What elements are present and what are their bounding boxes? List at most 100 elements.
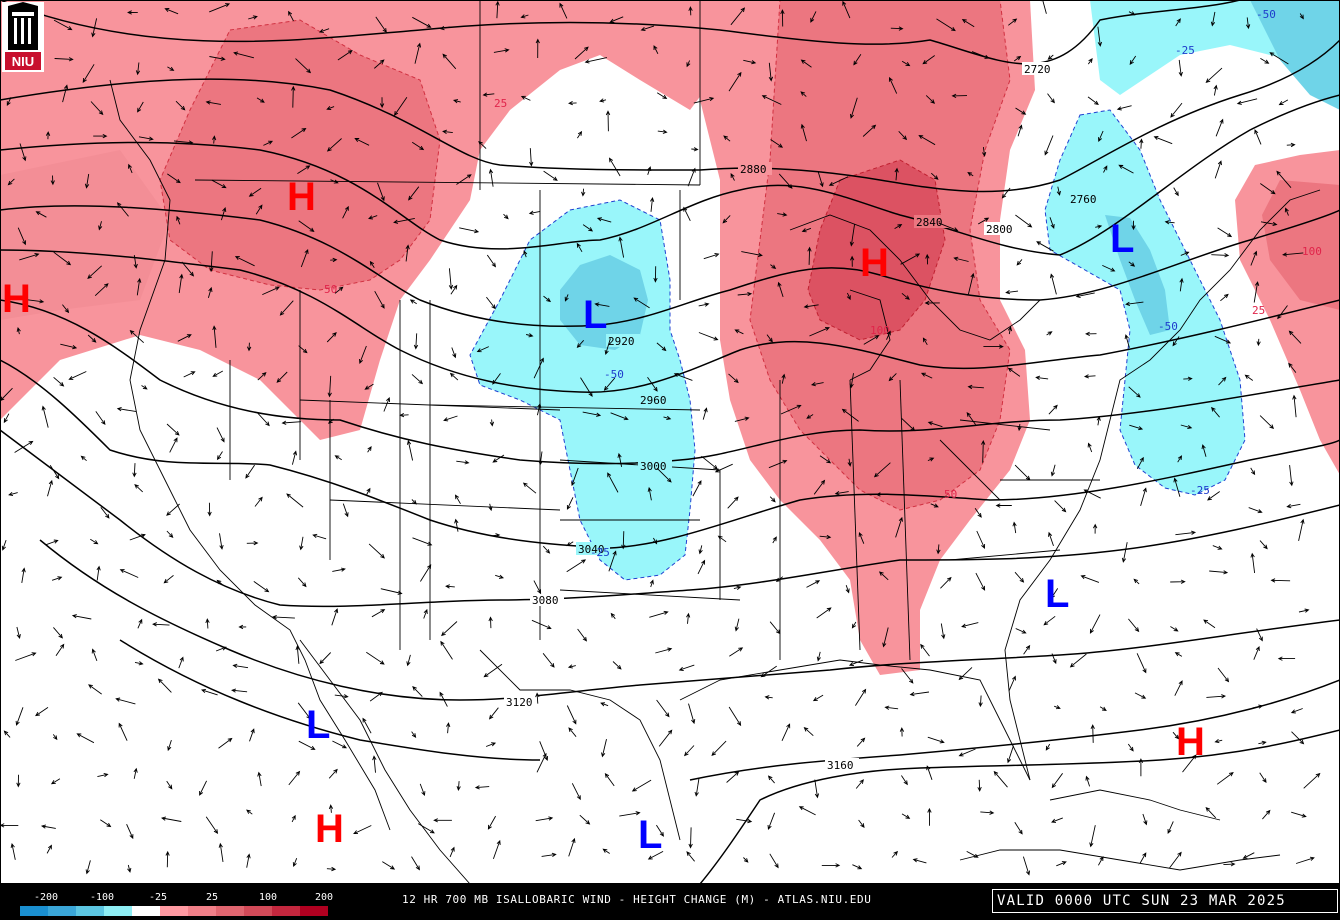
- wind-arrow: [1242, 852, 1255, 859]
- wind-arrow: [1260, 221, 1278, 227]
- wind-arrow: [297, 702, 311, 720]
- contour-label-3000: 3000: [640, 460, 667, 473]
- wind-arrow: [538, 451, 543, 466]
- high-marker: H: [860, 241, 889, 285]
- wind-arrow: [53, 19, 73, 31]
- wind-arrow: [295, 645, 300, 664]
- change-label-neg: -50: [1256, 8, 1276, 21]
- wind-arrow: [978, 695, 983, 708]
- wind-arrow: [166, 530, 174, 538]
- wind-arrow: [411, 856, 420, 871]
- wind-arrow: [1269, 52, 1289, 65]
- wind-arrow: [728, 71, 742, 92]
- wind-arrow: [1014, 464, 1031, 481]
- wind-arrow: [1103, 165, 1108, 173]
- wind-arrow: [495, 574, 505, 579]
- wind-arrow: [1214, 160, 1222, 179]
- wind-arrow: [1085, 331, 1097, 337]
- wind-arrow: [1035, 375, 1049, 380]
- wind-arrow: [456, 781, 461, 791]
- wind-arrow: [683, 745, 695, 757]
- wind-arrow: [890, 26, 904, 31]
- wind-arrow: [291, 127, 307, 139]
- wind-arrow: [291, 814, 296, 823]
- wind-arrow: [1022, 856, 1031, 876]
- wind-arrow: [297, 165, 311, 174]
- wind-arrow: [599, 98, 607, 103]
- change-label-pos: 50: [944, 488, 957, 501]
- wind-arrow: [167, 739, 172, 752]
- wind-arrow: [487, 815, 496, 830]
- wind-arrow: [368, 215, 378, 220]
- wind-arrow: [1173, 187, 1179, 197]
- wind-arrow: [898, 130, 908, 141]
- wind-arrow: [1015, 214, 1033, 228]
- wind-arrow: [1047, 54, 1054, 60]
- wind-arrow: [276, 371, 288, 383]
- wind-arrow: [337, 50, 353, 61]
- wind-arrow: [983, 344, 1004, 349]
- wind-arrow: [727, 496, 739, 509]
- wind-arrow: [1259, 772, 1267, 784]
- wind-arrow: [439, 25, 451, 31]
- wind-arrow: [1175, 530, 1197, 536]
- wind-arrow: [568, 101, 577, 106]
- wind-arrow: [486, 254, 497, 268]
- wind-arrow: [383, 397, 391, 412]
- wind-arrow: [178, 273, 184, 294]
- wind-arrow: [800, 123, 807, 142]
- wind-arrow: [1223, 862, 1236, 867]
- wind-arrow: [936, 18, 956, 32]
- wind-arrow: [399, 413, 409, 418]
- wind-arrow: [205, 618, 210, 629]
- wind-arrow: [76, 733, 95, 744]
- wind-arrow: [1125, 301, 1144, 307]
- wind-arrow: [91, 18, 98, 38]
- wind-arrow: [741, 251, 763, 258]
- wind-arrow: [443, 415, 458, 422]
- wind-arrow: [3, 413, 10, 424]
- wind-arrow: [531, 619, 552, 630]
- wind-arrow: [408, 186, 420, 201]
- wind-arrow: [726, 771, 740, 783]
- wind-arrow: [953, 256, 969, 262]
- wind-arrow: [412, 537, 433, 546]
- wind-arrow: [406, 654, 411, 667]
- wind-arrow: [488, 616, 493, 629]
- wind-arrow: [414, 42, 422, 64]
- wind-arrow: [68, 371, 87, 380]
- wind-arrow: [1012, 521, 1017, 534]
- wind-arrow: [1128, 11, 1136, 16]
- wind-arrow: [359, 345, 367, 364]
- wind-arrow: [536, 752, 547, 773]
- wind-arrow: [207, 502, 212, 517]
- wind-arrow: [1289, 465, 1294, 487]
- wind-arrow: [90, 538, 99, 545]
- wind-arrow: [326, 138, 342, 152]
- wind-arrow: [1180, 251, 1190, 256]
- wind-arrow: [1276, 170, 1292, 188]
- wind-arrow: [298, 345, 308, 354]
- wind-arrow: [1260, 183, 1276, 195]
- wind-arrow: [1174, 680, 1183, 696]
- wind-arrow: [579, 814, 591, 825]
- wind-arrow: [925, 253, 930, 265]
- wind-arrow: [218, 737, 233, 749]
- wind-arrow: [863, 335, 880, 345]
- wind-arrow: [173, 140, 194, 145]
- wind-arrow: [1085, 775, 1091, 787]
- wind-arrow: [119, 569, 139, 578]
- wind-arrow: [409, 299, 417, 305]
- wind-arrow: [1173, 477, 1181, 497]
- isallobaric-wind-arrows: [0, 0, 1321, 876]
- wind-arrow: [1250, 250, 1258, 266]
- wind-arrow: [209, 3, 231, 13]
- wind-arrow: [856, 737, 866, 747]
- wind-arrow: [875, 492, 887, 497]
- wind-arrow: [1170, 579, 1186, 584]
- wind-arrow: [1013, 55, 1022, 62]
- wind-arrow: [691, 147, 699, 152]
- wind-arrow: [981, 439, 986, 463]
- wind-arrow: [199, 780, 208, 796]
- wind-arrow: [489, 419, 495, 427]
